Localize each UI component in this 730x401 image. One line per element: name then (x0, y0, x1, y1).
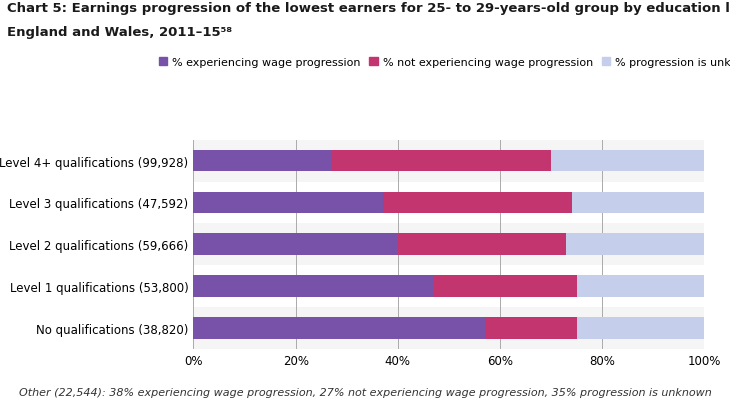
Bar (577, 317, 704, 339)
Bar (572, 192, 704, 214)
Bar (398, 234, 566, 255)
Bar (577, 275, 704, 297)
Bar (193, 140, 704, 182)
Bar (485, 317, 577, 339)
Text: Chart 5: Earnings progression of the lowest earners for 25- to 29-years-old grou: Chart 5: Earnings progression of the low… (7, 2, 730, 15)
Bar (434, 275, 577, 297)
Legend: % experiencing wage progression, % not experiencing wage progression, % progress: % experiencing wage progression, % not e… (154, 54, 730, 73)
Bar (193, 275, 434, 297)
Bar (193, 182, 704, 224)
Bar (193, 307, 704, 349)
Bar (193, 192, 383, 214)
Text: England and Wales, 2011–15⁵⁸: England and Wales, 2011–15⁵⁸ (7, 26, 232, 39)
Bar (193, 265, 704, 307)
Bar (193, 224, 704, 265)
Text: Other (22,544): 38% experiencing wage progression, 27% not experiencing wage pro: Other (22,544): 38% experiencing wage pr… (19, 387, 711, 397)
Bar (566, 234, 704, 255)
Bar (551, 150, 704, 172)
Bar (331, 150, 551, 172)
Bar (383, 192, 572, 214)
Bar (193, 234, 398, 255)
Bar (193, 317, 485, 339)
Bar (193, 150, 331, 172)
